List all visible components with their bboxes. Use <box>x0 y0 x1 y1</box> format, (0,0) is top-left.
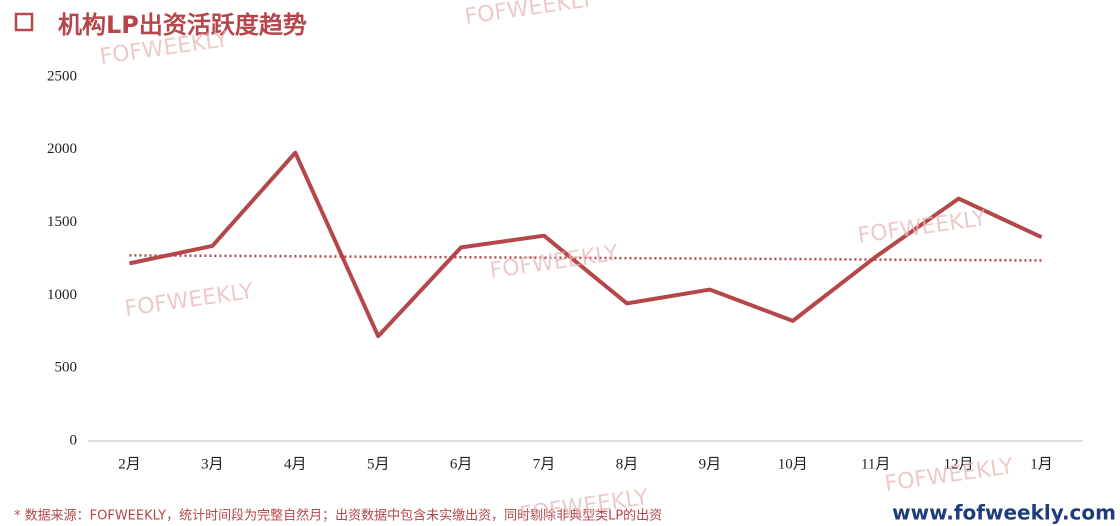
x-tick-label: 6月 <box>450 456 473 472</box>
y-tick-label: 1000 <box>47 287 77 303</box>
trend-line <box>129 254 1042 262</box>
watermark: FOFWEEKLY <box>463 0 595 30</box>
x-tick-label: 7月 <box>533 456 556 472</box>
y-tick-label: 1500 <box>47 214 77 230</box>
x-tick-label: 10月 <box>778 456 808 472</box>
x-tick-label: 12月 <box>944 456 974 472</box>
x-tick-label: 2月 <box>118 456 141 472</box>
website: www.fofweekly.com <box>892 501 1116 525</box>
watermark: FOFWEEKLY <box>856 206 988 249</box>
title-icon <box>14 12 34 32</box>
footnote: * 数据来源：FOFWEEKLY，统计时间段为完整自然月；出资数据中包含未实缴出… <box>14 508 662 524</box>
x-tick-label: 1月 <box>1030 456 1053 472</box>
x-tick-label: 5月 <box>367 456 390 472</box>
x-tick-label: 8月 <box>616 456 639 472</box>
y-tick-label: 0 <box>70 432 78 448</box>
chart-title: 机构LP出资活跃度趋势 <box>58 11 307 39</box>
watermark: FOFWEEKLY <box>123 279 255 322</box>
x-tick-label: 4月 <box>284 456 307 472</box>
data-line <box>129 150 1043 339</box>
y-tick-label: 2500 <box>47 68 77 84</box>
x-tick-label: 3月 <box>201 456 224 472</box>
x-tick-label: 9月 <box>699 456 722 472</box>
x-tick-label: 11月 <box>861 456 890 472</box>
watermark: FOFWEEKLY <box>488 241 620 284</box>
y-tick-label: 2000 <box>47 141 77 157</box>
y-tick-label: 500 <box>55 360 78 376</box>
